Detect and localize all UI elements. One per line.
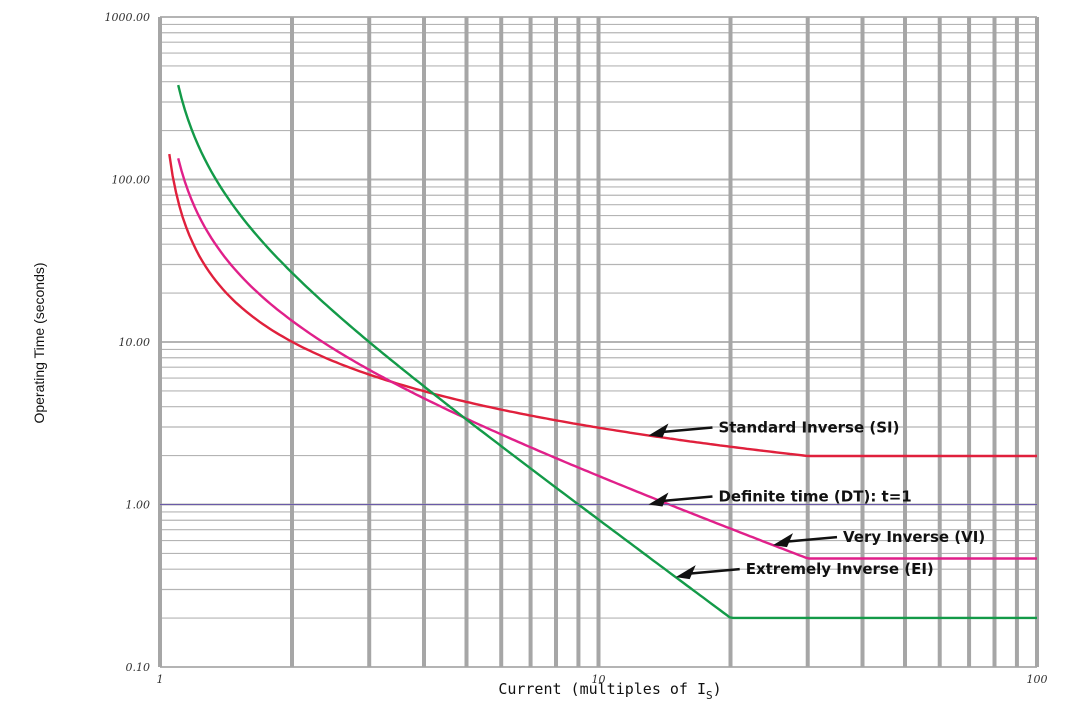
curves [160, 84, 1037, 620]
y-tick-label: 1.00 [126, 499, 151, 512]
y-tick-label: 100.00 [112, 174, 151, 187]
x-tick-label: 100 [1027, 673, 1048, 686]
tick-labels: 1000.00 100.00 10.00 1.00 0.10 1 10 100 [105, 11, 1048, 686]
annotation-label-1: Definite time (DT): t=1 [718, 488, 911, 506]
x-tick-label: 1 [157, 673, 164, 686]
annotation-arrowhead [772, 533, 793, 548]
x-tick-label: 10 [592, 673, 606, 686]
annotation-arrowhead [648, 423, 669, 438]
y-tick-label: 0.10 [126, 661, 151, 674]
annotations: Standard Inverse (SI) Definite time (DT):… [648, 418, 985, 580]
x-axis-label-subscript: S [706, 689, 713, 702]
series-line-0 [168, 153, 1037, 458]
annotation-arrow-line [656, 495, 713, 503]
annotation-label-2: Very Inverse (VI) [843, 528, 985, 546]
annotation-arrowhead [648, 492, 669, 507]
annotation-arrow-line [780, 535, 838, 544]
series-line-1 [177, 157, 1037, 560]
annotation-label-3: Extremely Inverse (EI) [746, 560, 934, 578]
x-axis-label-main: Current (multiples of I [498, 680, 706, 698]
y-tick-label: 10.00 [119, 336, 151, 349]
y-axis-label: Operating Time (seconds) [31, 262, 47, 423]
annotation-arrow-line [656, 426, 713, 434]
y-tick-label: 1000.00 [105, 11, 151, 24]
annotation-label-0: Standard Inverse (SI) [718, 418, 899, 436]
x-axis-label: Current (multiples of IS) [498, 680, 721, 702]
annotation-arrow-line [683, 567, 740, 576]
series-line-2 [177, 84, 1037, 620]
annotation-arrowhead [675, 565, 696, 580]
x-axis-label-close: ) [713, 680, 722, 698]
